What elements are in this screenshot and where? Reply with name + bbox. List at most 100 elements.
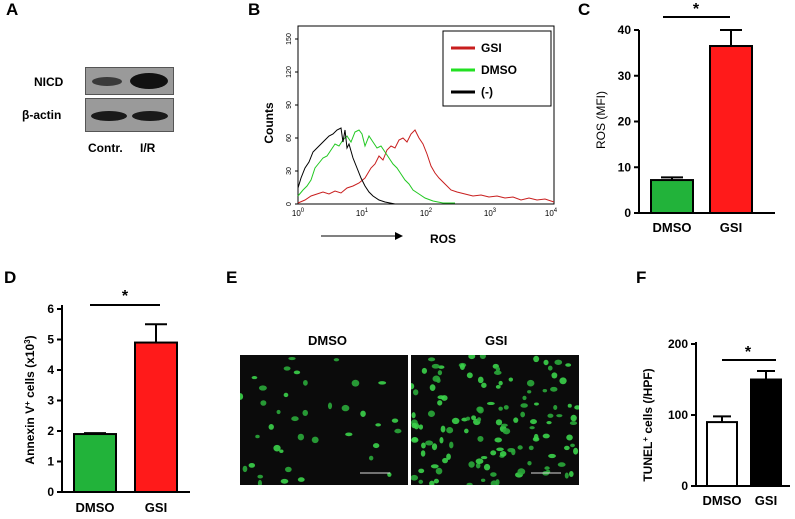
cell-dot: [477, 376, 484, 384]
cell-dot: [437, 400, 443, 406]
cell-dot: [527, 461, 532, 466]
cell-dot: [285, 466, 292, 473]
cell-dot: [273, 444, 281, 452]
cell-dot: [459, 363, 465, 370]
cell-dot: [279, 449, 284, 454]
panel-f-label: F: [636, 268, 647, 287]
cell-dot: [495, 479, 500, 485]
chart-f-xtick-dmso: DMSO: [703, 493, 742, 508]
cell-dot: [502, 428, 511, 435]
image-dmso-label: DMSO: [308, 333, 347, 348]
cell-dot: [421, 367, 428, 374]
cell-dot: [466, 482, 473, 485]
cell-dot: [495, 366, 501, 372]
cell-dot: [483, 463, 491, 471]
histogram-ylabel: Counts: [262, 102, 276, 144]
chart-d-ylabel: Annexin V+ cells (x103): [23, 335, 37, 464]
chart-d-ytick-1: 1: [47, 455, 54, 469]
histogram-ytick-4: 120: [286, 66, 293, 78]
cell-dot: [427, 410, 436, 417]
cell-dot: [532, 436, 540, 442]
cell-dot: [508, 377, 514, 382]
chart-d: Annexin V+ cells (x103) 0 1 2 3 4 5 6 DMSO GSI…: [23, 288, 190, 515]
cell-dot: [439, 437, 444, 444]
ros-arrow: [321, 232, 403, 240]
cell-dot: [568, 471, 574, 478]
cell-dot: [557, 462, 566, 467]
cell-dot: [542, 433, 550, 439]
histogram-xtick-1: 101: [356, 208, 369, 218]
cell-dot: [542, 388, 548, 393]
cell-dot: [251, 376, 258, 380]
micrograph-dmso: [240, 355, 408, 485]
cell-dot: [522, 395, 527, 401]
nicd-blot: [85, 67, 174, 95]
panel-b-label: B: [248, 0, 261, 19]
cell-dot: [548, 453, 556, 459]
actin-band-control: [91, 111, 127, 121]
cell-dot: [564, 445, 570, 451]
cell-dot: [311, 436, 319, 444]
cell-dot: [360, 410, 366, 417]
cell-dot: [477, 406, 484, 414]
cell-dot: [477, 435, 484, 442]
cell-dot: [288, 356, 296, 361]
cell-dot: [498, 380, 503, 386]
cell-dot: [520, 403, 528, 408]
cell-dot: [495, 419, 503, 426]
cell-dot: [496, 447, 504, 452]
cell-dot: [431, 443, 438, 451]
cell-dot: [494, 437, 502, 443]
cell-dot: [547, 413, 554, 418]
cell-dot: [534, 402, 539, 406]
cell-dot: [375, 423, 381, 427]
chart-f-bar-dmso: [706, 421, 738, 487]
chart-f-xtick-gsi: GSI: [755, 493, 777, 508]
histogram-ytick-3: 90: [286, 101, 293, 109]
cell-dot: [499, 451, 507, 457]
cell-dot: [498, 406, 503, 411]
cell-dot: [429, 384, 436, 392]
cell-dot: [248, 462, 256, 468]
cell-dot: [429, 480, 435, 485]
cell-dot: [297, 433, 305, 441]
cell-dot: [550, 386, 558, 392]
cell-dot: [529, 426, 535, 430]
histogram-ytick-0: 0: [286, 202, 293, 206]
panel-d-label: D: [4, 268, 17, 287]
cell-dot: [517, 468, 526, 475]
chart-d-ytick-2: 2: [47, 424, 54, 438]
cell-dot: [437, 370, 443, 376]
histogram-xtick-2: 102: [420, 208, 433, 218]
flow-histogram: 0 30 60 90 120 150 Counts 100 101 102 10…: [262, 25, 558, 246]
cell-dot: [526, 379, 535, 387]
cell-dot: [493, 370, 502, 375]
cell-dot: [551, 372, 558, 379]
chart-f: TUNEL+ cells (/HPF) 0 100 200 DMSO GSI *: [641, 337, 790, 508]
cell-dot: [446, 427, 454, 434]
cell-dot: [475, 458, 484, 464]
cell-dot: [372, 443, 380, 449]
histogram-ytick-5: 150: [286, 33, 293, 45]
cell-dot: [431, 363, 440, 369]
cell-dot: [564, 472, 569, 479]
cell-dot: [411, 422, 418, 429]
cell-dot: [435, 467, 443, 475]
cell-dot: [566, 434, 573, 441]
chart-d-ytick-5: 5: [47, 333, 54, 347]
cell-dot: [465, 416, 471, 421]
nicd-band-control: [92, 77, 122, 86]
trace-dmso: [297, 129, 455, 204]
legend-gsi-label: GSI: [481, 41, 502, 55]
chart-f-ytick-2: 200: [668, 337, 688, 351]
cell-dot: [258, 385, 267, 391]
legend-negative-label: (-): [481, 85, 493, 99]
cell-dot: [283, 392, 289, 398]
cell-dot: [530, 419, 537, 425]
chart-c-ytick-0: 0: [624, 206, 631, 220]
nicd-label: NICD: [34, 75, 64, 89]
cell-dot: [411, 412, 416, 419]
cell-dot: [570, 414, 577, 422]
cell-dot: [368, 455, 374, 461]
cell-dot: [468, 355, 476, 360]
